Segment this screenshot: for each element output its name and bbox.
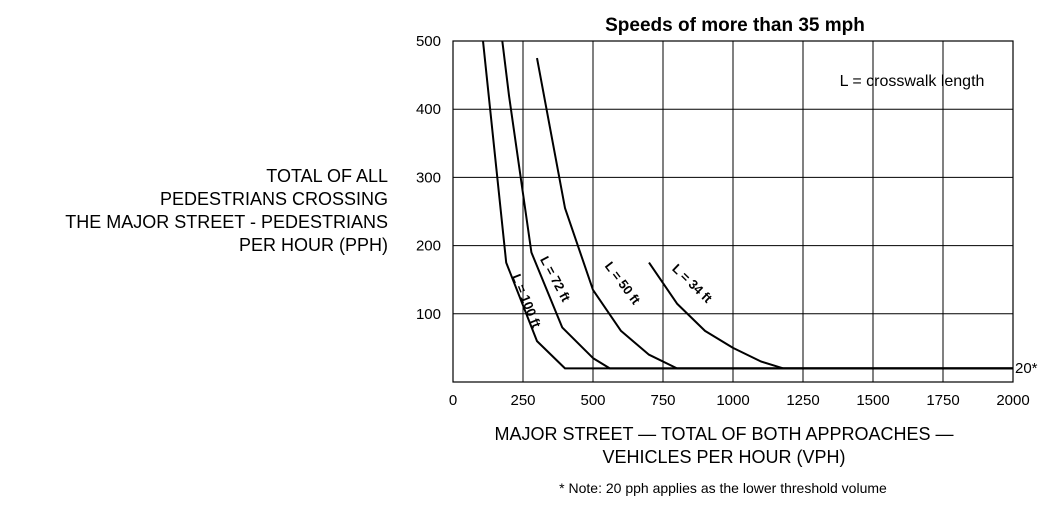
axis-ticks: 0 250 500 750 1000 1250 1500 1750 2000 100 200 300 4… xyxy=(416,33,1030,409)
x-tick-label: 500 xyxy=(580,392,605,409)
series-label: L = 34 ft xyxy=(669,261,715,306)
y-tick-label: 300 xyxy=(416,169,441,186)
x-tick-label: 250 xyxy=(510,392,535,409)
y-tick-label: 100 xyxy=(416,306,441,323)
series-label: L = 100 ft xyxy=(509,272,544,331)
y-axis-label-line: TOTAL OF ALL xyxy=(266,166,388,186)
footnote: * Note: 20 pph applies as the lower thre… xyxy=(559,480,887,496)
data-series xyxy=(482,40,1013,370)
x-tick-label: 2000 xyxy=(996,392,1029,409)
x-axis-label-line: VEHICLES PER HOUR (VPH) xyxy=(602,447,845,467)
chart-title: Speeds of more than 35 mph xyxy=(605,15,865,36)
threshold-label: 20* xyxy=(1015,360,1038,377)
series-line xyxy=(501,40,1013,370)
series-line xyxy=(482,40,1013,370)
y-axis-label-line: PEDESTRIANS CROSSING xyxy=(160,189,388,209)
x-axis-label: MAJOR STREET — TOTAL OF BOTH APPROACHES … xyxy=(494,424,953,467)
y-tick-label: 200 xyxy=(416,238,441,255)
y-axis-label-line: PER HOUR (PPH) xyxy=(239,235,388,255)
y-axis-label: TOTAL OF ALL PEDESTRIANS CROSSING THE MAJO… xyxy=(65,166,388,255)
series-label: L = 50 ft xyxy=(602,259,644,308)
x-tick-label: 1250 xyxy=(786,392,819,409)
series-line xyxy=(648,262,1013,370)
x-tick-label: 750 xyxy=(650,392,675,409)
x-tick-label: 1500 xyxy=(856,392,889,409)
plot-grid xyxy=(452,40,1014,383)
y-axis-label-line: THE MAJOR STREET - PEDESTRIANS xyxy=(65,212,388,232)
series-line xyxy=(536,57,1013,370)
crosswalk-annotation: L = crosswalk length xyxy=(840,73,985,90)
x-tick-label: 1000 xyxy=(716,392,749,409)
x-tick-label: 0 xyxy=(449,392,457,409)
y-tick-label: 500 xyxy=(416,33,441,50)
x-tick-label: 1750 xyxy=(926,392,959,409)
y-tick-label: 400 xyxy=(416,101,441,118)
x-axis-label-line: MAJOR STREET — TOTAL OF BOTH APPROACHES … xyxy=(494,424,953,444)
